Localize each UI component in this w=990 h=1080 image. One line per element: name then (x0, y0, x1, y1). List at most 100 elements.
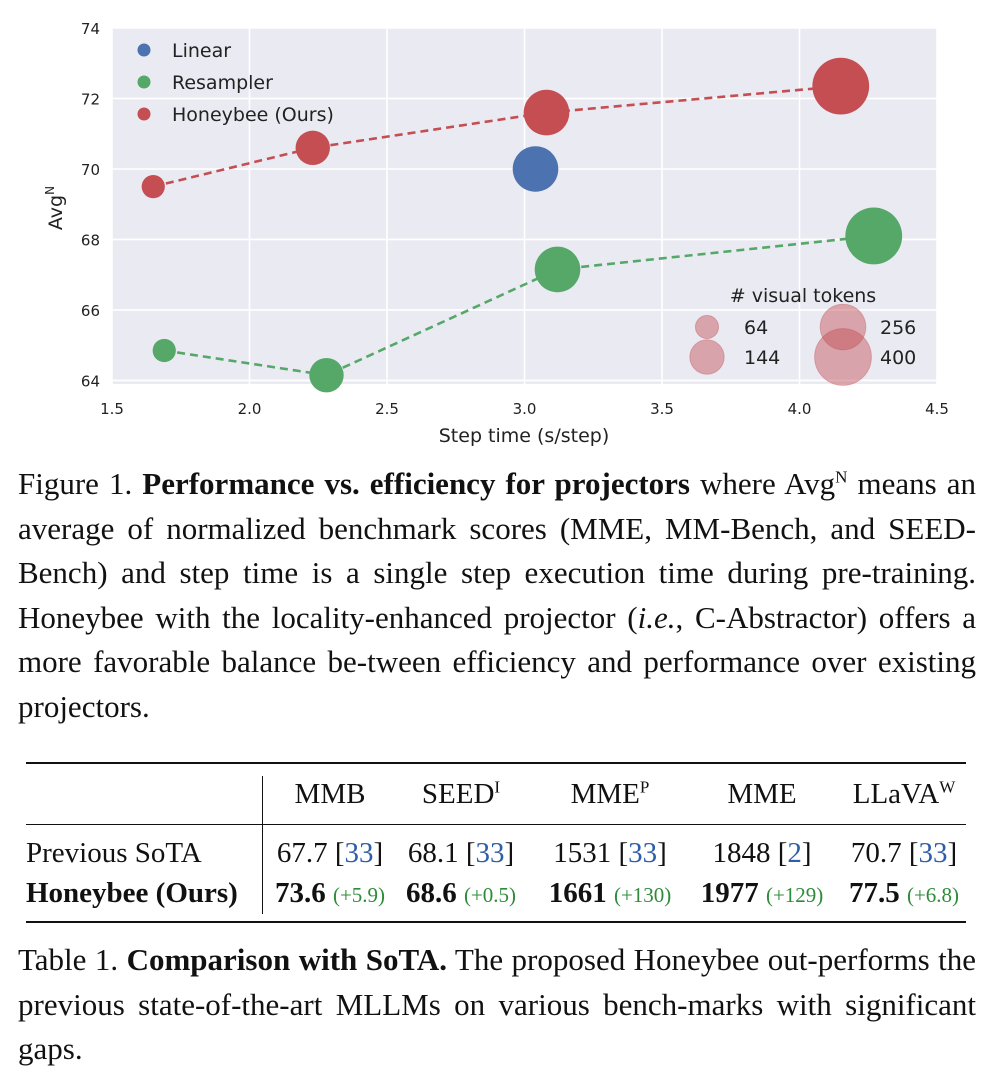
table-column-separator (262, 776, 263, 914)
table-row: Honeybee (Ours) 73.6 (+5.9) 68.6 (+0.5) 166… (26, 873, 966, 913)
legend-label: Honeybee (Ours) (172, 104, 334, 126)
resampler-point (309, 357, 344, 393)
honeybee-ours-series-line (152, 84, 841, 188)
y-tick-label: 72 (81, 90, 100, 108)
citation-ref: 2 (787, 837, 802, 869)
column-header-label: SEED (421, 778, 495, 810)
table-bottom-rule (26, 921, 966, 923)
citation-ref: 33 (344, 837, 374, 869)
cell-value: 73.6 (274, 877, 326, 909)
token-size-label: 64 (744, 317, 768, 339)
table-cell: 1977 (+129) (689, 873, 835, 915)
table-top-rule (26, 762, 966, 764)
improvement-gain: (+0.5) (463, 883, 517, 907)
column-header-label: LLaVA (852, 778, 940, 810)
cell-value: 67.7 (276, 837, 328, 869)
x-tick-label: 3.5 (650, 400, 674, 418)
x-tick-label: 2.0 (238, 400, 262, 418)
honeybee-ours-point (141, 175, 165, 199)
token-size-label: 400 (880, 347, 916, 369)
honeybee-ours-point (523, 89, 570, 136)
table-cell: 68.1 [33] (396, 833, 526, 873)
ref-bracket: [ (458, 837, 476, 869)
x-tick-label: 4.0 (788, 400, 812, 418)
column-header-label: MMB (294, 778, 366, 810)
column-header-label: MME (570, 778, 640, 810)
cell-value: 1848 (712, 837, 771, 869)
y-tick-label: 68 (81, 231, 100, 249)
improvement-gain: (+6.8) (906, 883, 960, 907)
cell-value: 1531 (553, 837, 612, 869)
cell-value: 77.5 (848, 877, 900, 909)
y-axis-label: AvgN (43, 186, 67, 230)
legend-label: Resampler (172, 72, 273, 94)
figure-caption: Figure 1. Performance vs. efficiency for… (18, 466, 976, 724)
cell-value: 68.6 (405, 877, 457, 909)
x-tick-label: 1.5 (100, 400, 124, 418)
ref-bracket: [ (611, 837, 629, 869)
gain-space (759, 877, 766, 909)
token-size-label: 256 (880, 317, 916, 339)
column-header: MMEP (535, 774, 685, 814)
cell-value: 1661 (548, 877, 607, 909)
honeybee-ours-point (812, 57, 870, 115)
row-label-text: Honeybee (Ours) (26, 877, 238, 909)
table-cell: 73.6 (+5.9) (257, 873, 403, 915)
token-size-marker (814, 328, 872, 386)
ref-bracket: ] (947, 837, 958, 869)
column-header: MME (687, 774, 837, 814)
table-cell: 77.5 (+6.8) (831, 873, 977, 915)
token-size-label: 144 (744, 347, 780, 369)
table-cell: 1848 [2] (697, 833, 827, 873)
table-cell: 70.7 [33] (839, 833, 969, 873)
token-size-marker (694, 314, 720, 340)
cell-value: 70.7 (850, 837, 902, 869)
ref-bracket: ] (504, 837, 515, 869)
cell-value: 68.1 (407, 837, 459, 869)
x-tick-label: 4.5 (925, 400, 949, 418)
citation-ref: 33 (628, 837, 658, 869)
table-cell: 1661 (+130) (537, 873, 683, 915)
row-label: Previous SoTA (26, 833, 258, 873)
ref-bracket: [ (327, 837, 345, 869)
table-mid-rule (26, 824, 966, 825)
resampler-point (152, 338, 176, 363)
y-tick-label: 74 (81, 20, 100, 38)
gain-space (326, 877, 333, 909)
token-size-marker (819, 303, 867, 351)
comparison-table: MMB SEEDI MMEP MME LLaVAW Previous SoTA 67.7 … (26, 762, 966, 923)
y-tick-label: 66 (81, 302, 100, 320)
column-header: LLaVAW (840, 774, 968, 814)
improvement-gain: (+130) (613, 883, 672, 907)
table-header-row: MMB SEEDI MMEP MME LLaVAW (26, 774, 966, 814)
token-size-legend: # visual tokens 64 144 256 400 (689, 285, 916, 386)
column-header-sup: I (494, 777, 501, 797)
table-body: Previous SoTA 67.7 [33] 68.1 [33] 1531 [33]… (26, 825, 966, 921)
resampler-point (534, 246, 581, 293)
table-cell: 67.7 [33] (265, 833, 395, 873)
cell-value: 1977 (700, 877, 759, 909)
gain-space (457, 877, 464, 909)
performance-efficiency-chart: 1.5 2.0 2.5 3.0 3.5 4.0 4.5 64 66 68 70 72 74 Step … (43, 20, 949, 447)
row-label-text: Previous SoTA (26, 837, 202, 869)
y-tick-label: 70 (81, 161, 100, 179)
table-cell: 68.6 (+0.5) (388, 873, 534, 915)
legend-marker (137, 75, 151, 89)
citation-ref: 33 (918, 837, 948, 869)
linear-point (512, 146, 559, 192)
honeybee-ours-point (295, 130, 330, 166)
column-header-sup: W (939, 777, 956, 797)
token-size-marker (689, 339, 725, 375)
gain-space (607, 877, 614, 909)
ref-bracket: ] (657, 837, 667, 869)
column-header-label: MME (727, 778, 797, 810)
x-tick-label: 3.0 (513, 400, 537, 418)
resampler-series-line (164, 234, 874, 377)
x-tick-label: 2.5 (375, 400, 399, 418)
column-header: SEEDI (391, 774, 531, 814)
ref-bracket: ] (801, 837, 812, 869)
ref-bracket: [ (901, 837, 919, 869)
gain-space (900, 877, 907, 909)
series-legend: Linear Resampler Honeybee (Ours) (137, 40, 334, 126)
y-tick-label: 64 (81, 372, 100, 390)
